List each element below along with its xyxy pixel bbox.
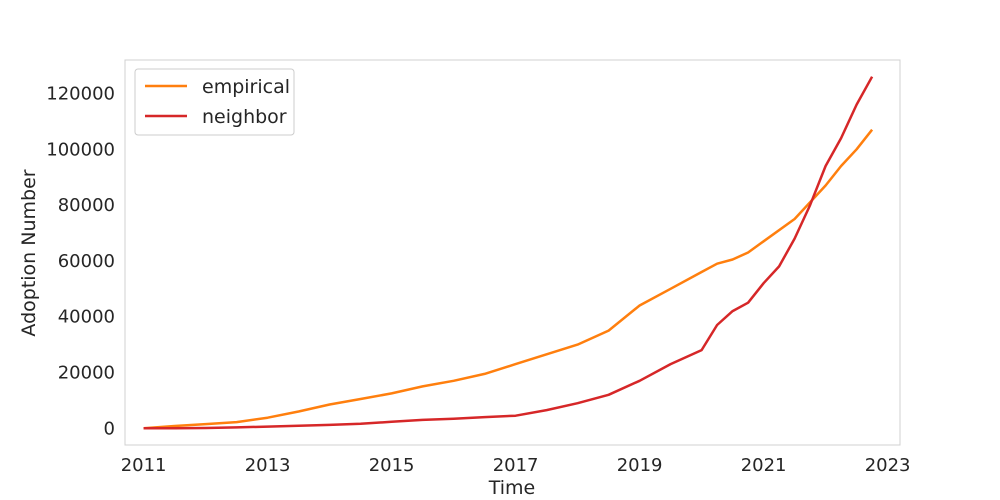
legend-label-neighbor: neighbor [202,106,287,128]
series-line-neighbor [143,76,874,430]
y-axis-ticks: 0 20000 40000 60000 80000 100000 120000 [46,83,115,439]
series-line-empirical [143,128,874,430]
x-axis-ticks: 2011 2013 2015 2017 2019 2021 2023 [121,455,911,476]
y-tick-label: 0 [104,418,115,439]
y-tick-label: 100000 [46,139,115,160]
y-tick-label: 20000 [58,362,115,383]
legend: empirical neighbor [134,68,295,136]
x-tick-label: 2023 [865,455,911,476]
x-tick-label: 2011 [121,455,167,476]
x-tick-label: 2013 [245,455,291,476]
x-tick-label: 2021 [741,455,787,476]
x-axis-label: Time [488,477,536,499]
y-tick-label: 40000 [58,307,115,328]
x-tick-label: 2017 [493,455,539,476]
x-tick-label: 2015 [369,455,415,476]
y-tick-label: 120000 [46,83,115,104]
x-tick-label: 2019 [617,455,663,476]
y-tick-label: 60000 [58,251,115,272]
y-axis-label: Adoption Number [18,169,40,336]
y-tick-label: 80000 [58,195,115,216]
series-layer [143,76,874,430]
legend-label-empirical: empirical [202,76,290,98]
